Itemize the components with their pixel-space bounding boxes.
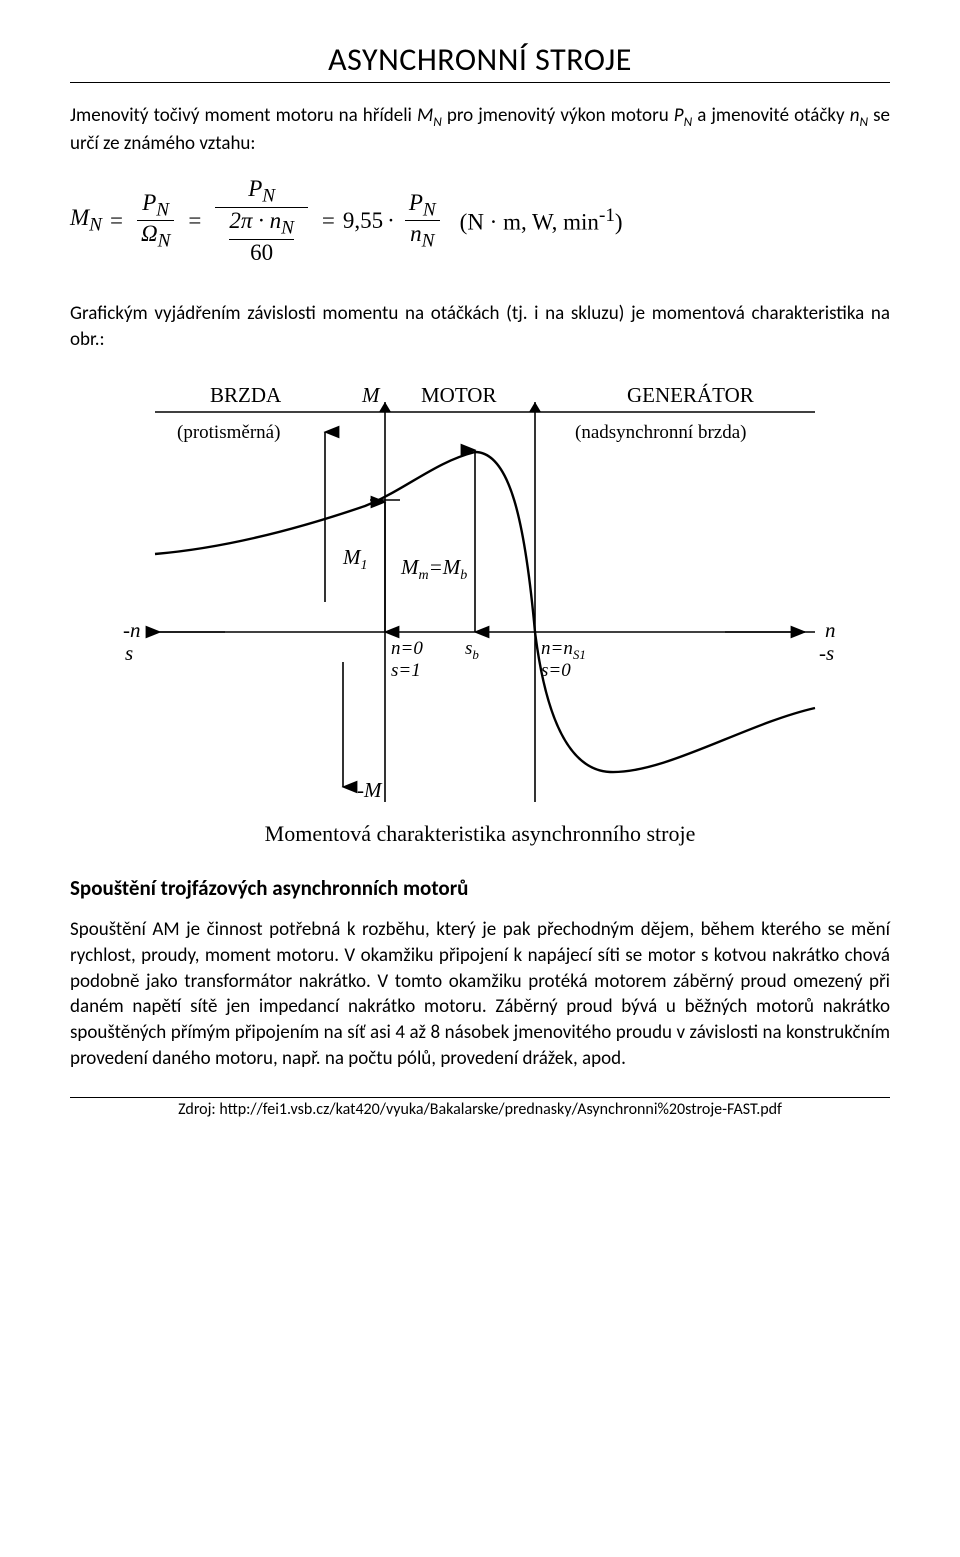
label-M-axis: M [361, 383, 381, 407]
var-nN: nN [850, 104, 868, 127]
label-motor: MOTOR [421, 383, 496, 407]
label-n0: n=0 [391, 638, 423, 659]
var-MN: MN [417, 104, 442, 127]
var-PN: PN [674, 104, 692, 127]
label-Mm-Mb: Mm=Mb [400, 555, 467, 583]
para-characteristic: Grafickým vyjádřením závislosti momentu … [70, 301, 890, 352]
formula-units: (N · m, W, min-1) [460, 205, 623, 236]
label-M1: M1 [342, 545, 368, 573]
label-sb: sb [465, 638, 479, 662]
formula-frac1: PN ΩN [137, 190, 174, 252]
label-minus-M: -M [357, 778, 383, 802]
label-minus-s: -s [819, 641, 834, 665]
label-brzda: BRZDA [210, 383, 282, 407]
intro-text-b: pro jmenovitý výkon motoru [447, 104, 674, 127]
footer-source: Zdroj: http://fei1.vsb.cz/kat420/vyuka/B… [70, 1100, 890, 1129]
label-s1: s=1 [391, 660, 421, 681]
intro-text-a: Jmenovitý točivý moment motoru na hřídel… [70, 104, 417, 127]
moment-curve [155, 452, 815, 772]
title-rule [70, 82, 890, 83]
formula-frac2: PN 2π · nN 60 [215, 176, 308, 265]
moment-characteristic-diagram: BRZDA MOTOR GENERÁTOR (protisměrná) (nad… [105, 372, 855, 847]
label-generator: GENERÁTOR [627, 383, 754, 407]
label-s0: s=0 [541, 660, 571, 681]
page-container: ASYNCHRONNÍ STROJE Jmenovitý točivý mome… [0, 0, 960, 1159]
intro-text-c: a jmenovité otáčky [697, 104, 849, 127]
label-n-right: n [825, 618, 836, 642]
intro-paragraph: Jmenovitý točivý moment motoru na hřídel… [70, 103, 890, 156]
chart-caption: Momentová charakteristika asynchronního … [105, 821, 855, 847]
label-protismerna: (protisměrná) [177, 422, 280, 443]
chart-svg: BRZDA MOTOR GENERÁTOR (protisměrná) (nad… [105, 372, 855, 802]
body-paragraph: Spouštění AM je činnost potřebná k rozbě… [70, 917, 890, 1071]
formula-coeff: 9,55 [343, 208, 383, 234]
page-title: ASYNCHRONNÍ STROJE [70, 40, 890, 79]
label-n-ns1: n=nS1 [541, 638, 586, 662]
label-minus-n: -n [123, 618, 141, 642]
formula-lhs: MN [70, 205, 102, 237]
formula-block: MN = PN ΩN = PN 2π · nN 60 = [70, 176, 890, 265]
formula-frac3: PN nN [405, 190, 440, 252]
footer-rule [70, 1097, 890, 1098]
section-heading: Spouštění trojfázových asynchronních mot… [70, 875, 890, 901]
label-s-left: s [125, 641, 133, 665]
label-nadsynch: (nadsynchronní brzda) [575, 422, 746, 443]
